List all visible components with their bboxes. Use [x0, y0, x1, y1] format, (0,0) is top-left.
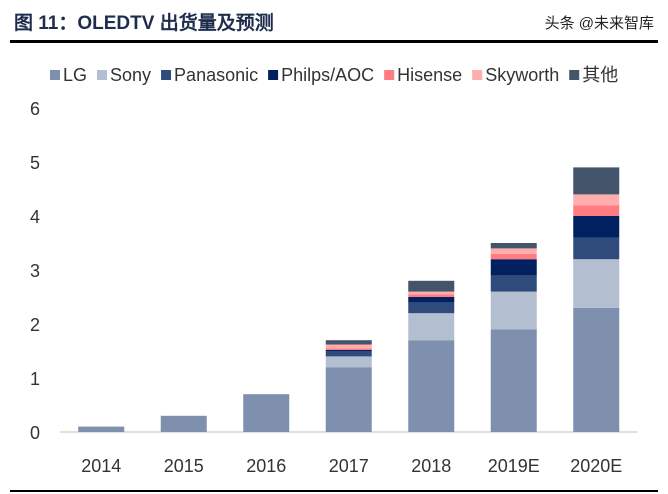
bar-segment-hisense: [573, 205, 620, 216]
bar-segment-philpsaoc: [573, 216, 620, 238]
x-tick-label: 2019E: [488, 456, 540, 476]
bottom-rule: [10, 490, 658, 492]
y-tick-label: 1: [30, 369, 40, 389]
y-tick-label: 2: [30, 315, 40, 335]
legend-swatch: [161, 70, 172, 80]
figure-title: 图 11：OLEDTV 出货量及预测: [14, 13, 274, 34]
bar-segment-skyworth: [573, 194, 620, 206]
legend-swatch: [97, 70, 108, 80]
x-tick-label: 2020E: [570, 456, 622, 476]
legend-swatch: [50, 70, 60, 80]
y-tick-label: 6: [30, 99, 40, 119]
bar-segment-: [408, 280, 455, 292]
bar-segment-lg: [573, 307, 620, 432]
bar-segment-sony: [408, 313, 455, 341]
bar-segment-: [490, 243, 537, 249]
y-tick-label: 5: [30, 153, 40, 173]
bar-segment-philpsaoc: [325, 349, 372, 351]
bar-segment-panasonic: [490, 275, 537, 292]
y-tick-label: 3: [30, 261, 40, 281]
bar-segment-skyworth: [325, 344, 372, 349]
legend-label: Philps/AOC: [281, 65, 374, 85]
watermark: 头条 @未来智库: [544, 15, 654, 32]
bar-segment-: [325, 340, 372, 345]
legend-label: Hisense: [397, 65, 462, 85]
legend-label: Skyworth: [485, 65, 559, 85]
bar-segment-sony: [490, 291, 537, 330]
legend-label: Sony: [110, 65, 151, 85]
bar-segment-skyworth: [408, 291, 455, 295]
y-tick-label: 4: [30, 207, 40, 227]
bar-segment-hisense: [408, 294, 455, 297]
bar-segment-lg: [243, 394, 290, 432]
legend-swatch: [384, 70, 395, 80]
legend-label: 其他: [582, 65, 618, 85]
x-tick-label: 2014: [81, 456, 121, 476]
y-tick-label: 0: [30, 423, 40, 443]
legend-swatch: [569, 70, 580, 80]
bar-segment-lg: [408, 340, 455, 432]
bar-segment-panasonic: [408, 302, 455, 314]
bar-segment-lg: [160, 415, 207, 432]
bar-segment-hisense: [325, 348, 372, 350]
legend-swatch: [268, 70, 279, 80]
x-tick-label: 2017: [329, 456, 369, 476]
bar-segment-skyworth: [490, 248, 537, 254]
title-rule: [10, 40, 658, 43]
legend-label: Panasonic: [174, 65, 258, 85]
legend-label: LG: [63, 65, 87, 85]
legend-swatch: [472, 70, 483, 80]
x-tick-label: 2016: [246, 456, 286, 476]
bar-segment-panasonic: [325, 351, 372, 357]
x-tick-label: 2018: [411, 456, 451, 476]
bar-segment-hisense: [490, 253, 537, 260]
bar-segment-: [573, 167, 620, 195]
bar-segment-philpsaoc: [490, 259, 537, 276]
bar-segment-sony: [573, 259, 620, 308]
bar-segment-lg: [490, 329, 537, 432]
x-tick-label: 2015: [164, 456, 204, 476]
bar-segment-panasonic: [573, 237, 620, 260]
bar-segment-philpsaoc: [408, 297, 455, 303]
bar-segment-lg: [78, 426, 125, 432]
bar-segment-sony: [325, 356, 372, 368]
bar-segment-lg: [325, 367, 372, 432]
